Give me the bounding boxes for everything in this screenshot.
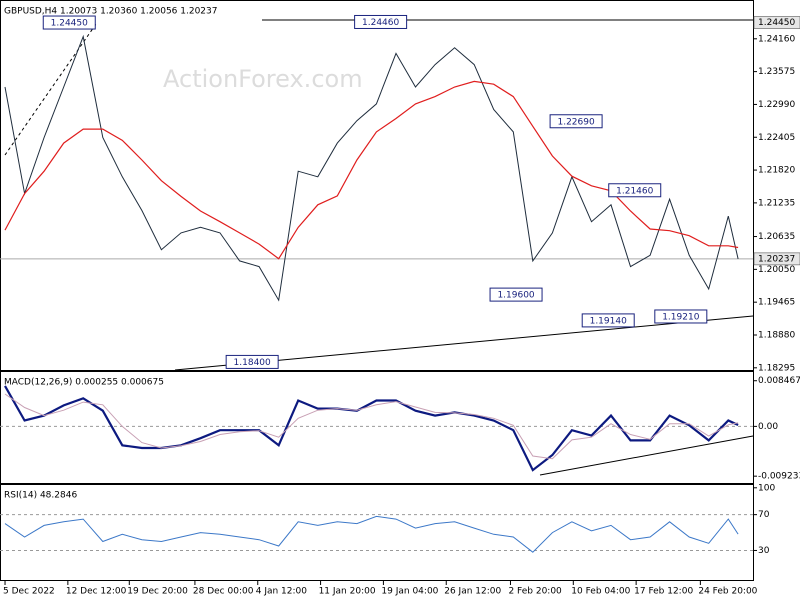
panel-title: MACD(12,26,9) 0.000255 0.000675 xyxy=(4,378,164,388)
x-tick-label: 19 Jan 04:00 xyxy=(381,587,438,597)
x-tick-label: 5 Dec 2022 xyxy=(3,587,55,597)
x-tick-label: 4 Jan 12:00 xyxy=(256,587,308,597)
y-tick-label: 1.23575 xyxy=(758,67,795,77)
panel-frame xyxy=(0,0,754,371)
macd-trend-line xyxy=(539,435,754,476)
y-tick-label: 1.18880 xyxy=(758,330,795,340)
series-line xyxy=(4,385,739,472)
annotation-label: 1.22690 xyxy=(557,117,594,127)
y-tick-label: 1.24160 xyxy=(758,34,795,44)
x-tick-label: 28 Dec 00:00 xyxy=(193,587,254,597)
annotation-box xyxy=(225,354,279,369)
price-label: 1.20237 xyxy=(758,254,795,264)
annotation-label: 1.19600 xyxy=(497,291,534,301)
x-tick-label: 19 Dec 20:00 xyxy=(127,587,188,597)
y-tick-label: 0.008467 xyxy=(758,376,800,386)
annotation-box xyxy=(489,287,543,302)
x-tick-label: 17 Feb 12:00 xyxy=(634,587,693,597)
panel: ActionForex.com 1.24160 1.23575 1.22990 1.22… xyxy=(0,0,800,373)
annotation-label: 1.21460 xyxy=(616,186,653,196)
x-tick-label: 12 Dec 12:00 xyxy=(66,587,127,597)
annotation-label: 1.18400 xyxy=(234,358,271,368)
panel-frame xyxy=(0,371,754,484)
y-tick-label: 1.20050 xyxy=(758,265,795,275)
y-tick-label: 1.20635 xyxy=(758,232,795,242)
y-tick-label: 30 xyxy=(758,546,770,556)
x-tick-label: 26 Jan 12:00 xyxy=(444,587,501,597)
x-tick-label: 11 Jan 20:00 xyxy=(319,587,376,597)
annotation-box xyxy=(654,309,708,324)
panel: 100 70 30 RSI(14) 48.2846 5 Dec 2022 12 Dec 1… xyxy=(0,483,775,597)
y-tick-label: 1.21820 xyxy=(758,166,795,176)
x-tick-label: 10 Feb 04:00 xyxy=(571,587,630,597)
annotation-box xyxy=(608,183,662,198)
y-tick-label: 0.00 xyxy=(758,422,778,432)
y-tick-label: 70 xyxy=(758,510,770,520)
annotation-box xyxy=(549,114,603,129)
annotation-label: 1.19210 xyxy=(662,312,699,322)
y-tick-label: 1.22405 xyxy=(758,133,795,143)
y-tick-label: -0.009233 xyxy=(758,472,800,482)
panel-title: RSI(14) 48.2846 xyxy=(4,491,77,501)
annotation-label: 1.24460 xyxy=(362,18,399,28)
x-tick-label: 2 Feb 20:00 xyxy=(508,587,562,597)
price-label-box xyxy=(753,16,800,29)
price-label: 1.24450 xyxy=(758,18,795,28)
panel-title: GBPUSD,H4 1.20073 1.20360 1.20056 1.2023… xyxy=(4,7,217,17)
trend-line xyxy=(4,23,97,156)
series-line xyxy=(4,80,739,260)
y-tick-label: 100 xyxy=(758,483,775,493)
panel: 0.008467 0.00 -0.009233 MACD(12,26,9) 0.000… xyxy=(0,371,800,484)
annotation-label: 1.19140 xyxy=(590,316,627,326)
y-tick-label: 1.19465 xyxy=(758,298,795,308)
annotation-box xyxy=(581,313,635,328)
annotation-box xyxy=(354,14,408,29)
watermark: ActionForex.com xyxy=(163,65,363,93)
series-line xyxy=(4,34,739,302)
y-tick-label: 1.21235 xyxy=(758,198,795,208)
y-tick-label: 1.22990 xyxy=(758,100,795,110)
series-line xyxy=(4,393,739,460)
annotation-box xyxy=(42,15,96,30)
x-tick-label: 24 Feb 20:00 xyxy=(698,587,757,597)
panel-frame xyxy=(0,484,754,581)
annotation-label: 1.24450 xyxy=(51,19,88,29)
y-tick-label: 1.18295 xyxy=(758,363,795,373)
series-line xyxy=(4,515,739,553)
price-label-box xyxy=(753,252,800,266)
